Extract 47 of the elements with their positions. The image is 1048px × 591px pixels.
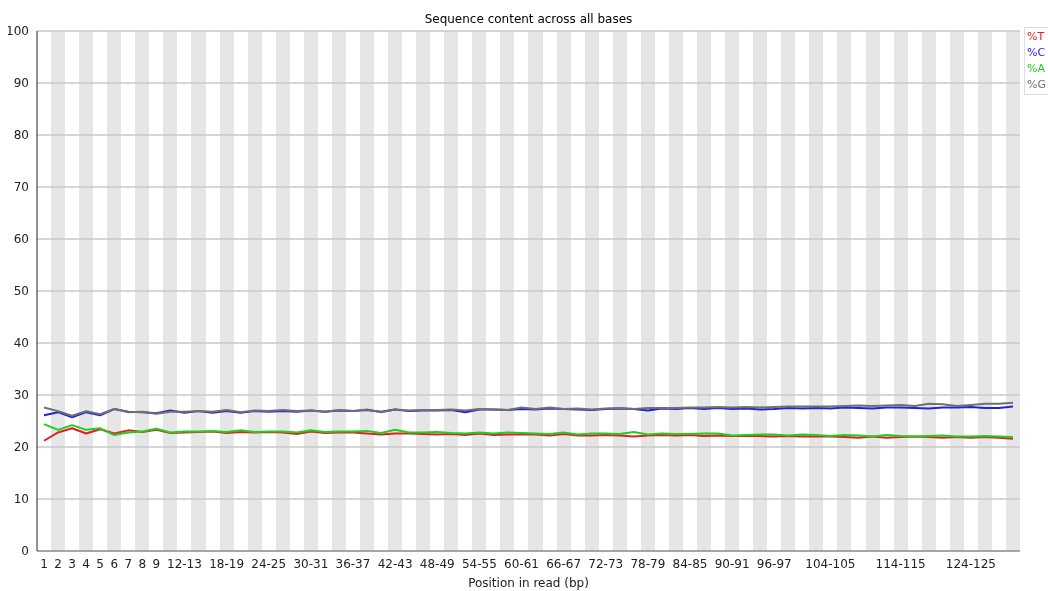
x-tick-label: 42-43 bbox=[377, 556, 413, 571]
x-tick-label: 104-105 bbox=[805, 556, 856, 571]
x-tick-label: 6 bbox=[110, 556, 119, 571]
y-tick-label: 30 bbox=[13, 388, 29, 403]
x-tick-label: 114-115 bbox=[875, 556, 926, 571]
x-tick-label: 3 bbox=[68, 556, 76, 571]
text: %A bbox=[1027, 61, 1046, 77]
x-tick-label: 78-79 bbox=[630, 556, 666, 571]
x-axis-title: Position in read (bp) bbox=[468, 576, 589, 590]
y-tick-label: 40 bbox=[13, 336, 29, 351]
x-tick-label: 60-61 bbox=[504, 556, 539, 571]
x-tick-label: 9 bbox=[152, 556, 161, 571]
x-tick-label: 124-125 bbox=[945, 556, 996, 571]
x-tick-label: 1 bbox=[40, 556, 48, 571]
line-series bbox=[43, 423, 1014, 439]
x-tick-label: 24-25 bbox=[251, 556, 287, 571]
x-tick-label: 36-37 bbox=[335, 556, 371, 571]
x-tick-label: 84-85 bbox=[672, 556, 708, 571]
x-tick-label: 4 bbox=[82, 556, 90, 571]
y-tick-label: 50 bbox=[13, 284, 29, 299]
x-tick-label: 7 bbox=[124, 556, 133, 571]
chart-title: Sequence content across all bases bbox=[423, 12, 634, 26]
x-tick-label: 96-97 bbox=[756, 556, 792, 571]
y-tick-label: 80 bbox=[13, 128, 29, 143]
x-tick-label: 72-73 bbox=[588, 556, 624, 571]
x-tick-label: 90-91 bbox=[714, 556, 750, 571]
y-tick-label: 90 bbox=[13, 76, 29, 91]
x-tick-label: 12-13 bbox=[167, 556, 202, 571]
y-tick-label: 10 bbox=[13, 492, 29, 507]
x-tick-label: 48-49 bbox=[419, 556, 455, 571]
text: %T bbox=[1027, 29, 1046, 45]
y-tick-label: 70 bbox=[13, 180, 29, 195]
y-tick-label: 60 bbox=[13, 232, 29, 247]
line-series bbox=[43, 427, 1014, 442]
line-series bbox=[43, 401, 1014, 417]
x-tick-label: 54-55 bbox=[461, 556, 497, 571]
y-tick-label: 0 bbox=[21, 544, 29, 559]
x-tick-label: 2 bbox=[54, 556, 62, 571]
x-tick-label: 5 bbox=[96, 556, 105, 571]
y-tick-label: 20 bbox=[13, 440, 29, 455]
text: %G bbox=[1027, 77, 1046, 93]
x-tick-label: 8 bbox=[138, 556, 147, 571]
text: %C bbox=[1027, 45, 1046, 61]
x-tick-label: 66-67 bbox=[546, 556, 582, 571]
x-tick-label: 30-31 bbox=[293, 556, 329, 571]
y-tick-label: 100 bbox=[6, 24, 29, 39]
x-tick-label: 18-19 bbox=[209, 556, 245, 571]
